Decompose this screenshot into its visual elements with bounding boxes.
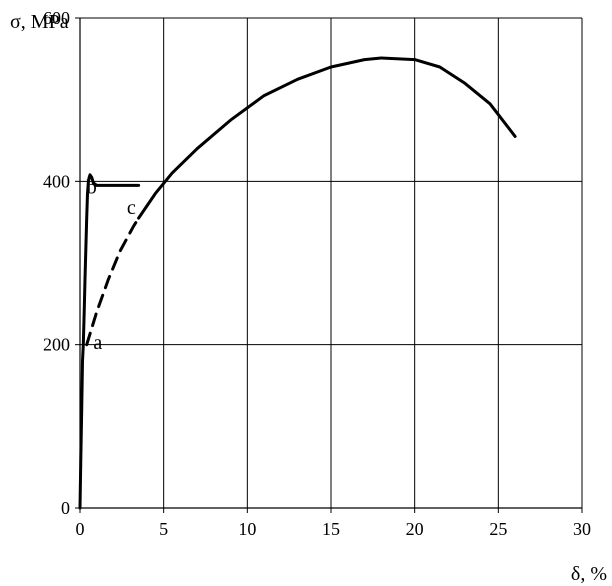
x-tick-label: 15	[322, 519, 340, 539]
point-label-a: a	[93, 332, 102, 354]
x-tick-label: 20	[406, 519, 424, 539]
x-tick-label: 0	[76, 519, 85, 539]
series-group	[78, 56, 517, 510]
point-label-c: c	[127, 197, 136, 219]
tick-labels: 0 5 10 15 20 25 30 0 200 400 600	[43, 8, 591, 539]
x-tick-label: 10	[238, 519, 256, 539]
y-tick-label: 600	[43, 8, 70, 28]
y-tick-label: 400	[43, 171, 70, 191]
x-tick-label: 30	[573, 519, 591, 539]
annotations: a b c	[87, 177, 136, 354]
y-axis-label: σ, MPa	[10, 11, 69, 33]
y-tick-label: 0	[61, 498, 70, 518]
x-tick-label: 5	[159, 519, 168, 539]
dashed-curve	[85, 216, 141, 347]
x-axis-label: δ, %	[571, 563, 607, 585]
x-tick-label: 25	[489, 519, 507, 539]
point-label-b: b	[87, 177, 97, 199]
stress-strain-curve-3	[137, 56, 517, 220]
y-tick-label: 200	[43, 335, 70, 355]
stress-strain-curve-1	[78, 173, 141, 510]
